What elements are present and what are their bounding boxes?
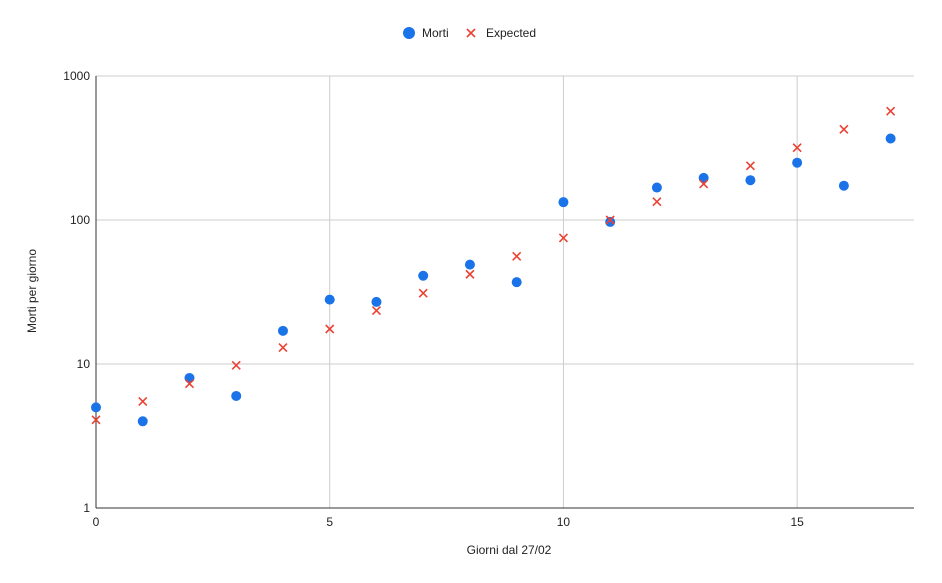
- axes: [95, 76, 914, 509]
- grid-lines: [96, 75, 914, 509]
- point-morti[interactable]: [371, 296, 382, 307]
- data-series: [91, 106, 896, 427]
- tick-labels: 1 10 100 1000 0 5 10 15: [63, 69, 804, 529]
- point-morti[interactable]: [838, 180, 849, 191]
- point-morti[interactable]: [745, 175, 756, 186]
- point-morti[interactable]: [184, 372, 195, 383]
- point-expected[interactable]: [325, 324, 335, 334]
- legend-item-morti[interactable]: Morti: [403, 26, 449, 40]
- point-expected[interactable]: [839, 124, 849, 134]
- point-morti[interactable]: [231, 390, 242, 401]
- point-expected[interactable]: [91, 415, 101, 425]
- legend-label-morti: Morti: [422, 26, 449, 40]
- x-tick-label: 10: [557, 515, 571, 529]
- point-morti[interactable]: [137, 416, 148, 427]
- point-morti[interactable]: [885, 133, 896, 144]
- legend-label-expected: Expected: [486, 26, 536, 40]
- point-expected[interactable]: [184, 379, 195, 389]
- point-expected[interactable]: [371, 306, 382, 316]
- y-tick-label: 1000: [63, 69, 90, 83]
- point-expected[interactable]: [558, 233, 568, 243]
- point-expected[interactable]: [652, 197, 662, 207]
- point-morti[interactable]: [605, 216, 616, 227]
- y-tick-label: 1: [83, 501, 90, 515]
- point-expected[interactable]: [465, 269, 475, 279]
- point-expected[interactable]: [512, 251, 522, 261]
- point-morti[interactable]: [651, 182, 662, 193]
- series-expected: [91, 106, 896, 425]
- point-expected[interactable]: [231, 360, 241, 370]
- legend-item-expected[interactable]: Expected: [466, 26, 536, 40]
- y-axis-title: Morti per giorno: [25, 249, 39, 333]
- legend-marker-circle-icon: [403, 27, 415, 39]
- series-morti: [91, 133, 896, 427]
- x-tick-label: 0: [93, 515, 100, 529]
- point-expected[interactable]: [138, 396, 148, 406]
- x-tick-label: 5: [326, 515, 333, 529]
- point-morti[interactable]: [324, 294, 335, 305]
- point-expected[interactable]: [418, 288, 428, 298]
- legend: Morti Expected: [403, 26, 536, 40]
- point-morti[interactable]: [792, 157, 803, 168]
- point-expected[interactable]: [886, 106, 896, 116]
- point-morti[interactable]: [558, 197, 569, 208]
- point-expected[interactable]: [792, 143, 802, 153]
- legend-marker-x-icon: [466, 28, 476, 38]
- x-tick-label: 15: [790, 515, 804, 529]
- point-expected[interactable]: [278, 343, 288, 353]
- point-expected[interactable]: [605, 215, 615, 225]
- x-axis-title: Giorni dal 27/02: [467, 543, 552, 557]
- point-morti[interactable]: [511, 277, 522, 288]
- point-morti[interactable]: [91, 402, 101, 413]
- point-expected[interactable]: [745, 161, 755, 171]
- point-expected[interactable]: [699, 179, 709, 189]
- y-tick-label: 100: [70, 213, 90, 227]
- point-morti[interactable]: [464, 259, 475, 270]
- y-tick-label: 10: [77, 357, 91, 371]
- point-morti[interactable]: [418, 270, 429, 281]
- point-morti[interactable]: [277, 325, 288, 336]
